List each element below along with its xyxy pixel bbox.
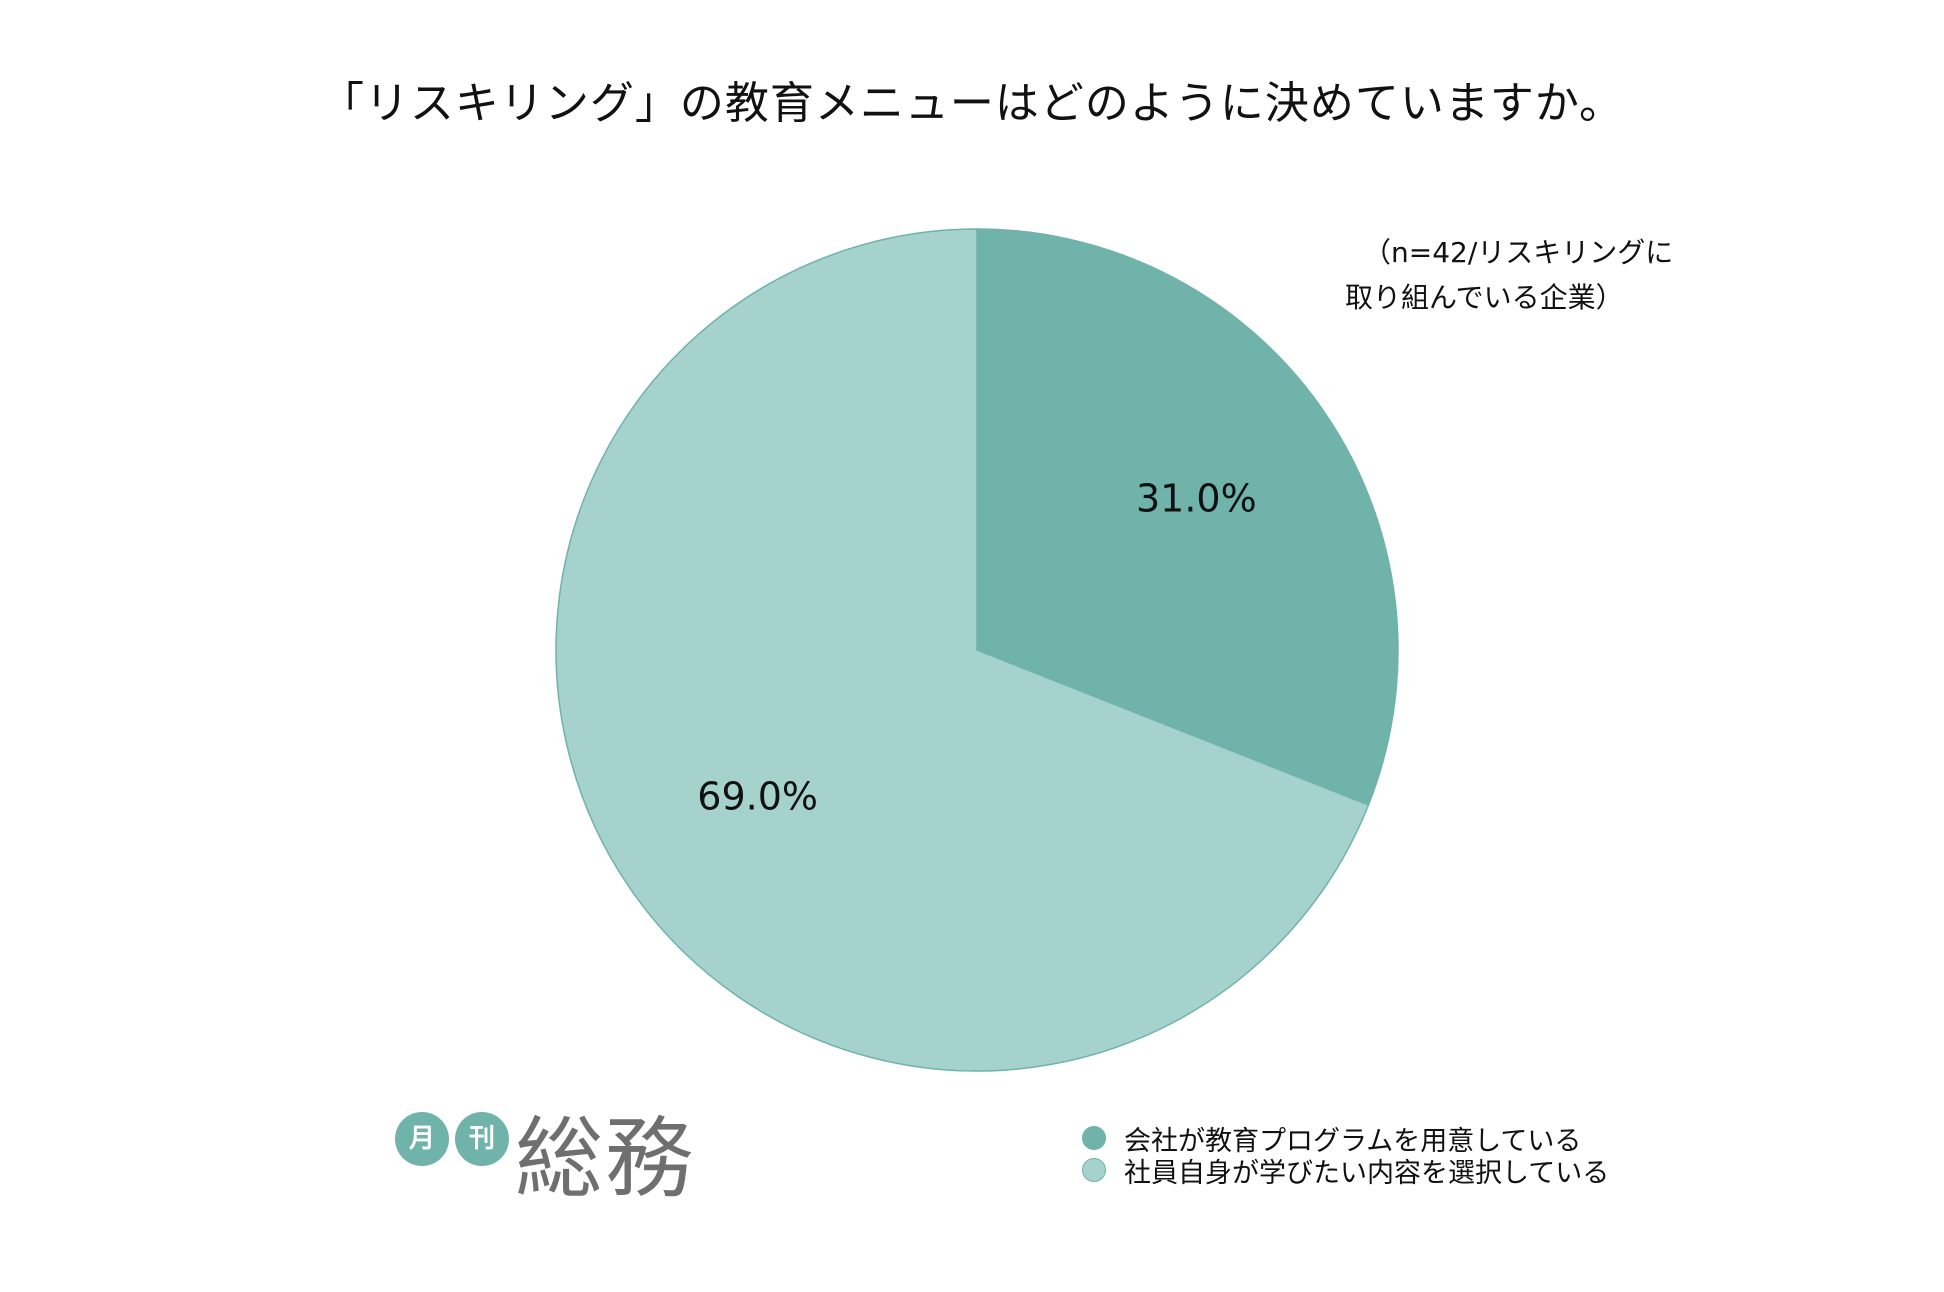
- logo-wordmark: 総務: [515, 1107, 696, 1210]
- legend-item-company-program: 会社が教育プログラムを用意している: [1082, 1122, 1609, 1157]
- pie-slice-employee-choice: [555, 228, 1370, 1072]
- pie-label-company-program: 31.0%: [1136, 476, 1257, 520]
- sample-note-line-1: （n=42/リスキリングに: [1363, 236, 1674, 269]
- pie-label-employee-choice: 69.0%: [697, 775, 818, 819]
- legend-swatch-employee-choice: [1082, 1158, 1106, 1182]
- pie-value-labels: 31.0% 69.0%: [697, 476, 1256, 818]
- chart-title: 「リスキリング」の教育メニューはどのように決めていますか。: [319, 78, 1625, 129]
- sample-note-line-2: 取り組んでいる企業）: [1345, 281, 1624, 314]
- logo-badge-kan: 刊: [455, 1112, 509, 1166]
- sample-size-note: （n=42/リスキリングに 取り組んでいる企業）: [1345, 230, 1673, 320]
- pie-slices: [555, 228, 1399, 1072]
- legend-item-employee-choice: 社員自身が学びたい内容を選択している: [1082, 1154, 1609, 1189]
- legend-label-company-program: 会社が教育プログラムを用意している: [1124, 1125, 1582, 1157]
- gekkan-somu-logo: 月 刊 総務: [395, 1107, 693, 1218]
- chart-legend: 会社が教育プログラムを用意している 社員自身が学びたい内容を選択している: [1082, 1122, 1609, 1189]
- legend-label-employee-choice: 社員自身が学びたい内容を選択している: [1124, 1157, 1610, 1189]
- logo-badge-tsuki: 月: [395, 1112, 449, 1166]
- pie-slice-company-program: [976, 228, 1399, 806]
- legend-swatch-company-program: [1082, 1126, 1106, 1150]
